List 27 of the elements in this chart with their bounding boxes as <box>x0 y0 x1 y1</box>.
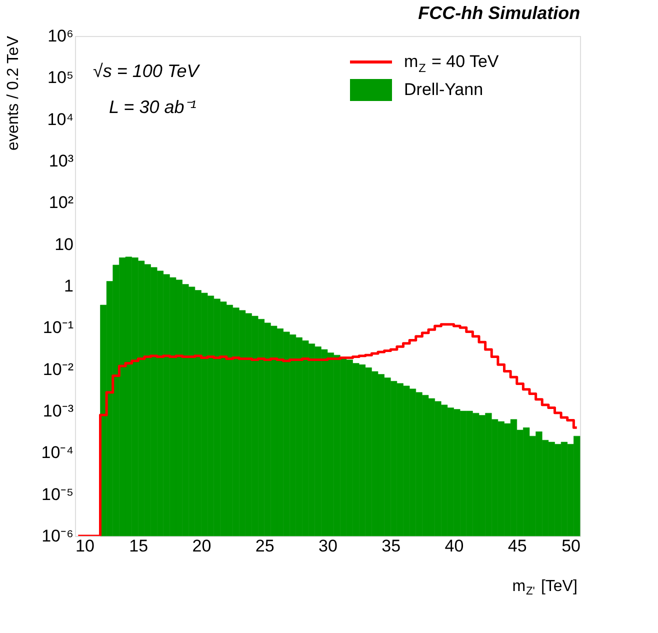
x-tick-label: 10 <box>76 536 94 556</box>
x-tick-label: 40 <box>444 536 464 556</box>
y-tick-label: 10⁶ <box>48 26 74 46</box>
x-tick-label: 15 <box>129 536 148 556</box>
chart-title: FCC-hh Simulation <box>418 3 580 23</box>
y-tick-label: 10⁻² <box>42 360 74 379</box>
y-tick-label: 10⁻⁵ <box>42 484 74 504</box>
y-tick-label: 1 <box>64 276 74 296</box>
y-tick-label: 10³ <box>48 152 74 170</box>
x-tick-label: 35 <box>382 536 401 556</box>
y-axis-title: events / 0.2 TeV <box>5 36 22 150</box>
y-tick-label: 10⁵ <box>48 68 74 88</box>
annotation: √s = 100 TeV <box>93 61 201 81</box>
x-tick-label: 25 <box>255 536 274 556</box>
y-tick-label: 10 <box>54 234 74 254</box>
y-tick-label: 10⁻¹ <box>42 318 74 338</box>
y-tick-label: 10⁻³ <box>42 402 74 420</box>
x-tick-label: 30 <box>318 536 338 556</box>
y-tick-label: 10⁻⁶ <box>42 526 74 546</box>
x-tick-label: 45 <box>508 536 527 556</box>
x-tick-label: 20 <box>192 536 212 556</box>
y-tick-label: 10² <box>48 193 74 212</box>
annotation: L = 30 ab⁻¹ <box>109 97 196 117</box>
y-tick-label: 10⁻⁴ <box>41 443 74 462</box>
x-tick-label: 50 <box>562 536 580 556</box>
legend-label: Drell-Yann <box>404 80 484 99</box>
y-tick-label: 10⁴ <box>47 110 74 129</box>
